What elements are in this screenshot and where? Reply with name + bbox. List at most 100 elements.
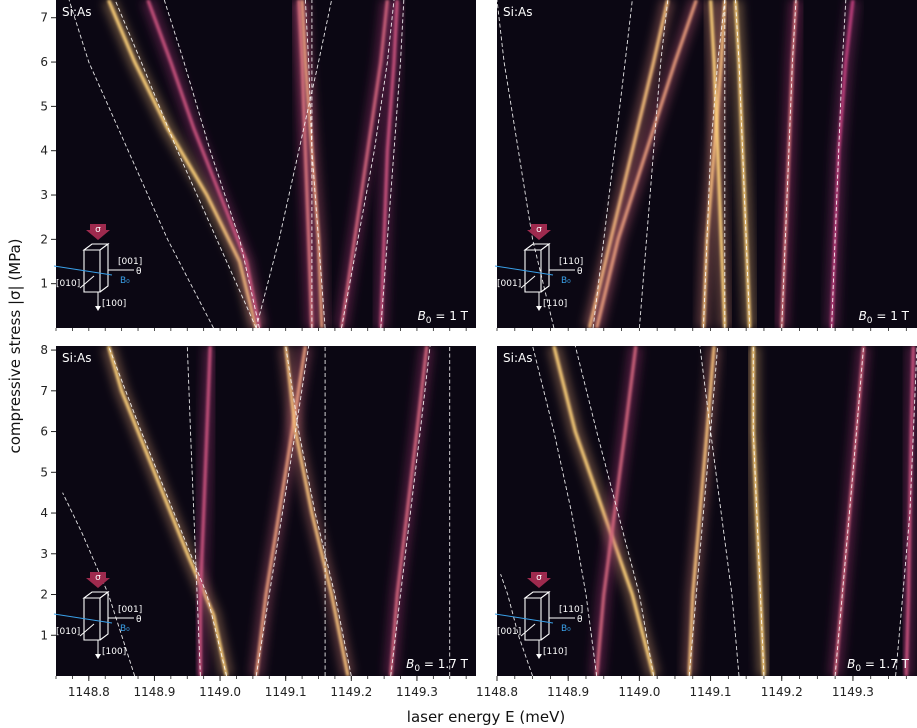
model-curve-1 [500, 573, 534, 676]
direction-label-left: [010] [56, 627, 80, 637]
direction-label-top: [110] [559, 257, 583, 267]
plot-area [497, 0, 860, 328]
y-tick-label: 7 [40, 11, 48, 25]
sigma-label: σ [536, 573, 542, 583]
model-curve-4 [255, 346, 310, 676]
x-tick-label: 1149.3 [832, 685, 874, 699]
x-tick-label: 1149.2 [330, 685, 372, 699]
theta-label: θ [136, 267, 142, 277]
model-curve-4 [702, 0, 726, 328]
resonance-line-6 [383, 346, 434, 676]
direction-label-left: [001] [497, 279, 521, 289]
model-curve-3 [638, 0, 669, 328]
direction-label-left: [010] [56, 279, 80, 289]
stress-geometry-inset: σ [110] [001] [110] B₀ θ [494, 572, 583, 659]
field-label: B0 = 1.7 T [406, 657, 469, 674]
axis-arrow-icon [79, 275, 95, 289]
model-curve-7 [341, 0, 395, 328]
direction-label-top: [001] [118, 257, 142, 267]
sample-tag: Si:As [503, 5, 532, 19]
stress-arrow-icon [86, 224, 110, 240]
b-field-line [53, 613, 113, 624]
plot-area [500, 346, 917, 676]
y-axis-label: compressive stress |σ| (MPa) [6, 238, 24, 453]
direction-label-bottom: [100] [102, 647, 126, 657]
stress-arrow-icon [527, 224, 551, 240]
stress-geometry-inset: σ [001] [010] [100] B₀ θ [53, 224, 142, 311]
b-field-label: B₀ [120, 624, 130, 634]
arrow-head-icon [95, 654, 101, 659]
sigma-label: σ [95, 225, 101, 235]
panel-bottom-left: 1 2 3 4 5 6 7 8 1148.8 1148.9 1149.0 1149.1 1149.2 11… [40, 343, 476, 699]
model-curve-5 [699, 346, 740, 676]
model-curve-1 [68, 0, 214, 328]
resonance-core [709, 0, 727, 328]
resonance-line-2 [589, 346, 643, 676]
field-label: B0 = 1 T [859, 309, 910, 326]
model-curve-7 [781, 0, 797, 328]
model-curve-1 [62, 492, 136, 676]
resonance-line-5 [278, 346, 355, 676]
stress-geometry-inset: σ [001] [010] [100] B₀ θ [53, 572, 142, 659]
b-field-line [494, 613, 554, 624]
y-tick-label: 6 [40, 425, 48, 439]
resonance-line-2 [589, 0, 703, 328]
resonance-core [339, 0, 389, 328]
axis-arrow-icon [520, 623, 536, 637]
panel-top-left: 1 2 3 4 5 6 7 Si:As B0 = 1 T σ [001] [010] [100] B₀ θ [40, 0, 476, 331]
resonance-core [389, 346, 429, 676]
panel-top-right: Si:As B0 = 1 T σ [110] [001] [110] B₀ θ [494, 0, 917, 331]
y-tick-label: 3 [40, 547, 48, 561]
resonance-line-4 [703, 0, 732, 328]
plot-area [62, 346, 457, 676]
model-curve-6 [752, 346, 765, 676]
model-curve-2 [114, 0, 257, 328]
model-curve-1 [497, 0, 555, 328]
model-curve-8 [380, 0, 405, 328]
theta-label: θ [577, 267, 583, 277]
resonance-core [379, 0, 399, 328]
y-tick-label: 4 [40, 506, 48, 520]
y-tick-label: 8 [40, 343, 48, 357]
y-tick-label: 2 [40, 232, 48, 246]
resonance-core [595, 346, 638, 676]
resonance-core [198, 346, 212, 676]
x-axis-label: laser energy E (meV) [407, 708, 565, 726]
direction-label-top: [001] [118, 605, 142, 615]
y-tick-label: 1 [40, 277, 48, 291]
direction-label-bottom: [110] [543, 299, 567, 309]
resonance-core [284, 346, 350, 676]
model-curve-7 [390, 346, 431, 676]
sample-tag: Si:As [62, 351, 91, 365]
theta-label: θ [577, 615, 583, 625]
resonance-line-5 [334, 0, 395, 328]
resonance-line-2 [141, 0, 267, 328]
resonance-line-2 [193, 346, 218, 676]
x-tick-label: 1148.9 [133, 685, 175, 699]
model-curve-2 [532, 346, 598, 676]
x-tick-label: 1149.0 [199, 685, 241, 699]
model-curve-4 [688, 346, 719, 676]
arrow-head-icon [95, 306, 101, 311]
resonance-core [595, 0, 698, 328]
x-tick-label: 1149.3 [396, 685, 438, 699]
y-tick-label: 2 [40, 588, 48, 602]
y-tick-label: 4 [40, 144, 48, 158]
b-field-label: B₀ [561, 276, 571, 286]
model-curve-7 [834, 346, 865, 676]
y-tick-label: 3 [40, 188, 48, 202]
model-curve-4 [255, 0, 333, 328]
sample-tag: Si:As [503, 351, 532, 365]
axis-arrow-icon [520, 275, 536, 289]
panel-background [56, 0, 476, 328]
crystal-box-icon [523, 242, 551, 293]
arrow-head-icon [536, 306, 542, 311]
y-tick-label: 5 [40, 99, 48, 113]
model-curve-6 [735, 0, 751, 328]
resonance-core [687, 346, 716, 676]
arrow-head-icon [536, 654, 542, 659]
crystal-box-icon [82, 242, 110, 293]
model-curve-3 [186, 346, 201, 676]
model-curve-3 [574, 346, 655, 676]
